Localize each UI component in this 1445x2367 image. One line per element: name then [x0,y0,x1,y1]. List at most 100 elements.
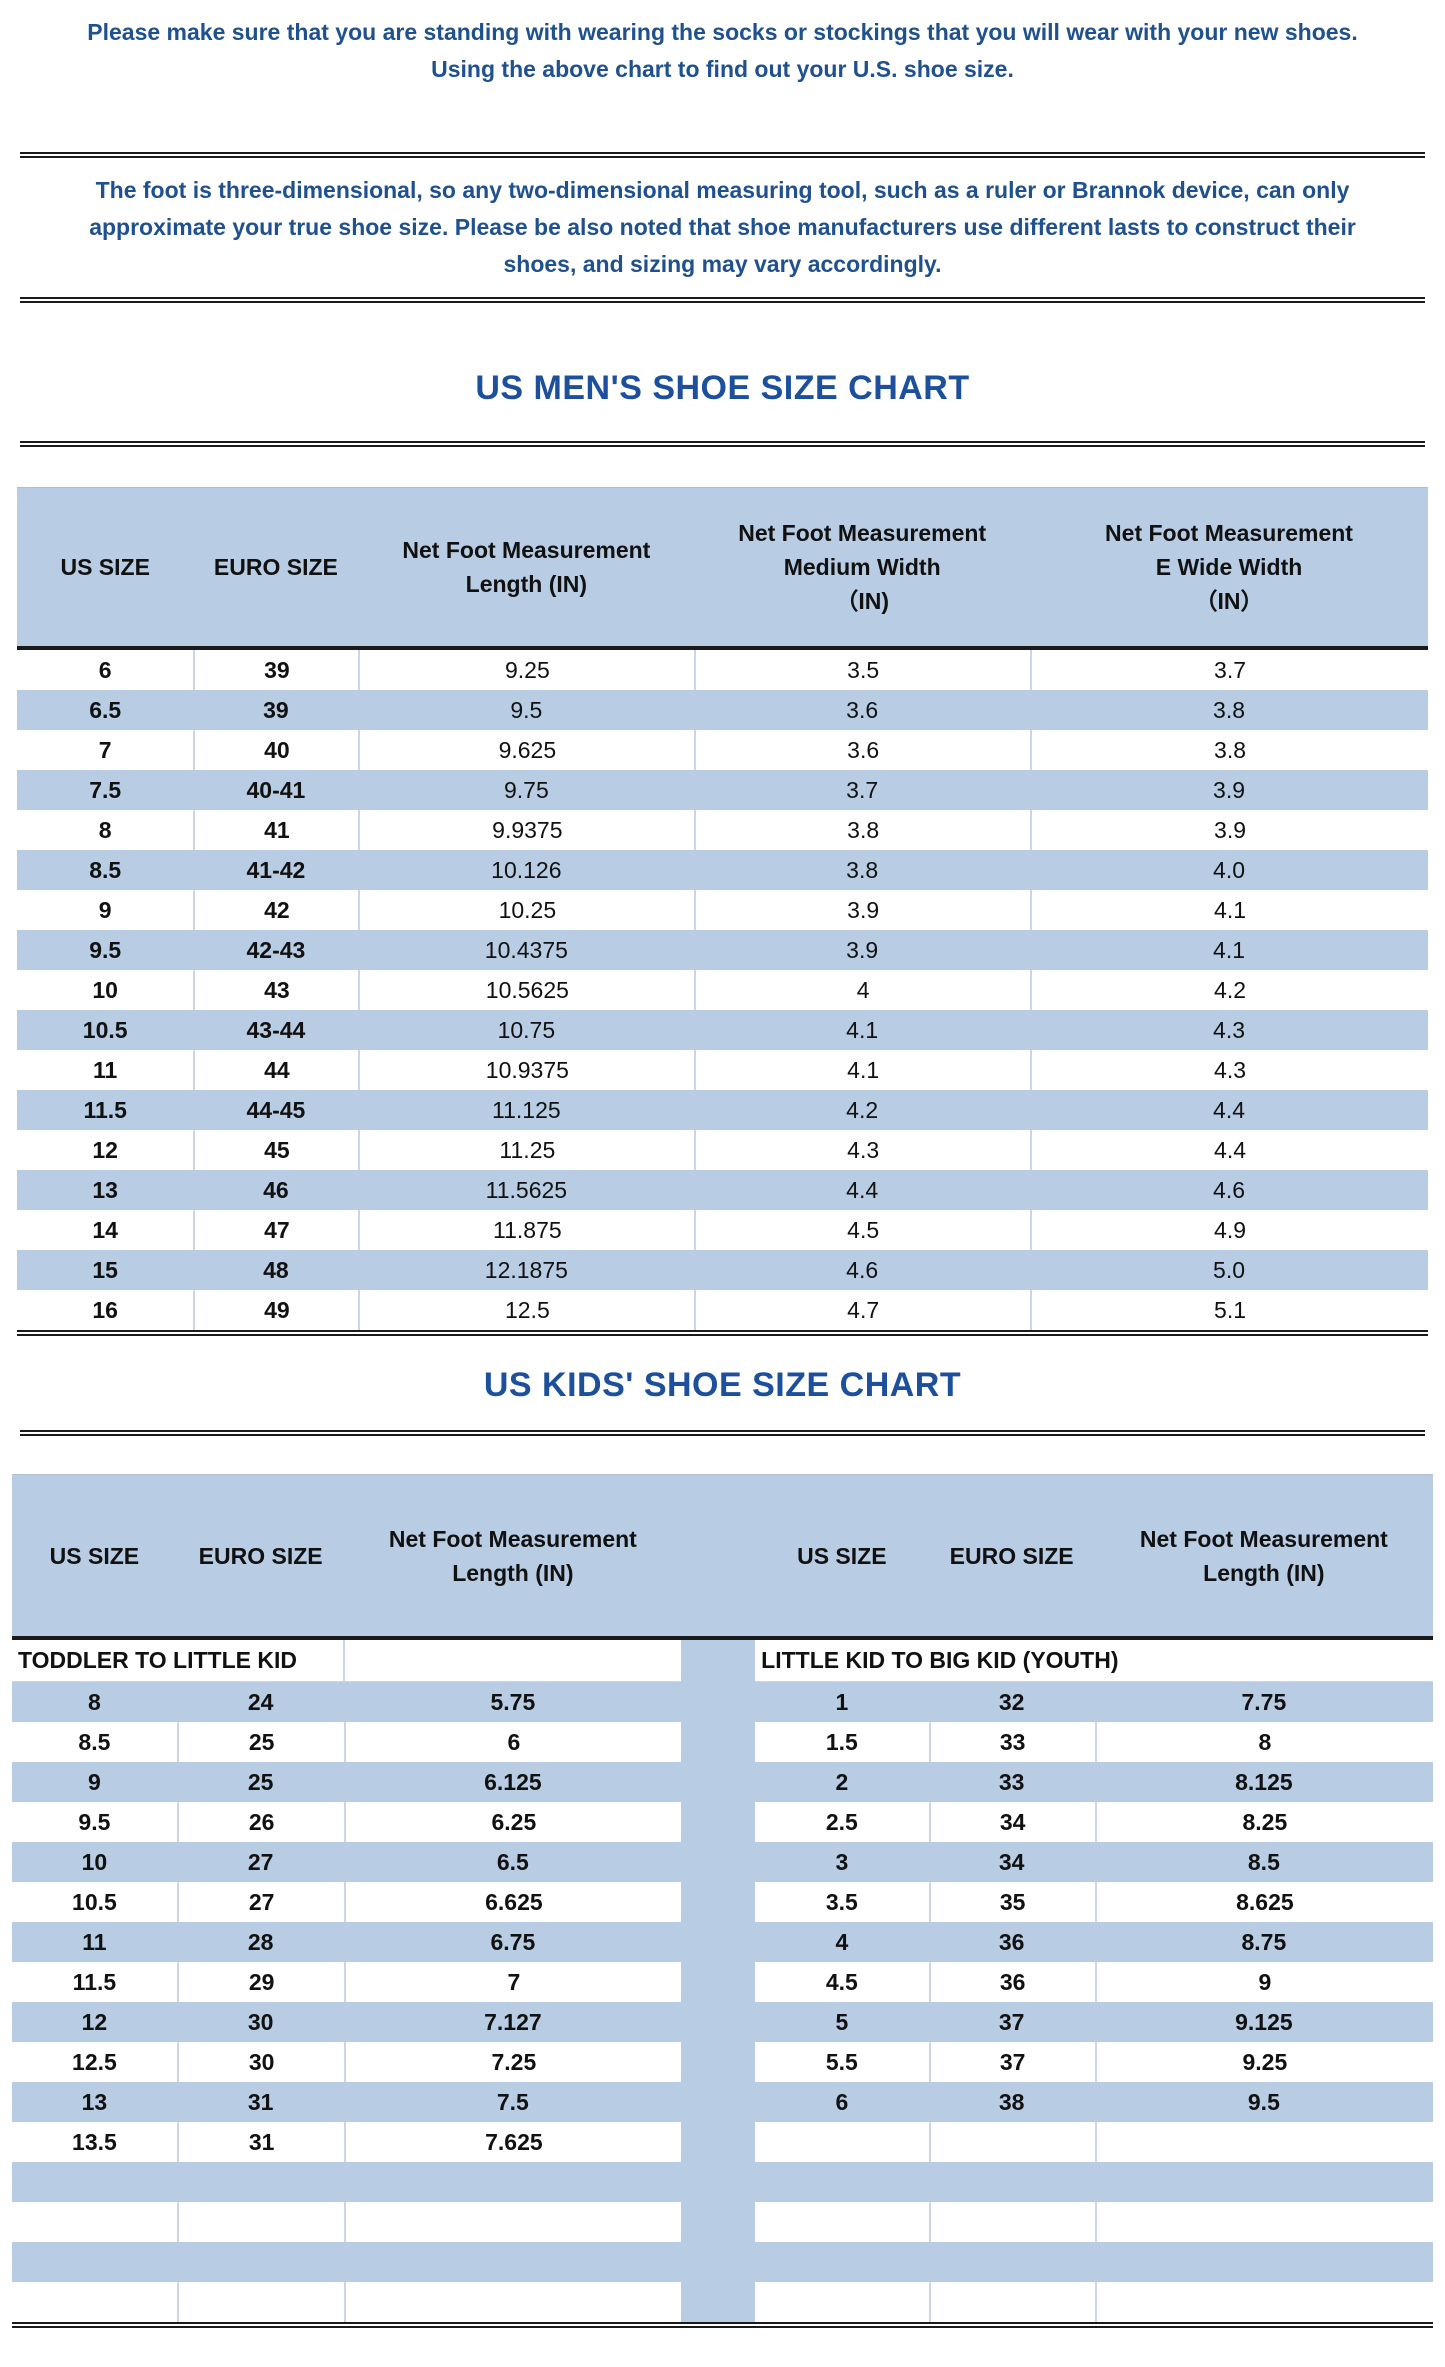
kids-table-separator-column [681,2282,756,2322]
mens-table-cell: 40 [193,730,358,770]
header-line: Net Foot Measurement [388,1525,637,1552]
mens-table-cell: 4.3 [1030,1050,1428,1090]
kids-table-cell: 4 [835,1928,849,1955]
kids-table-separator-column [681,2162,755,2202]
mens-table-cell: 4.2 [846,1096,879,1123]
kids-table-separator-column [681,1882,756,1922]
mens-table-cell: 10.25 [358,890,694,930]
kids-table-cell: 7.75 [1241,1688,1287,1715]
kids-table-separator-column [681,2042,756,2082]
mens-table-cell: 4.4 [1213,1096,1246,1123]
kids-table-cell: 8.625 [1094,1882,1433,1922]
header-line: Net Foot Measurement [738,520,987,546]
mens-size-table: US SIZE EURO SIZE Net Foot Measurement L… [17,487,1428,1336]
kids-right-row-group: 4 36 8.75 [755,1922,1433,1962]
mens-table-row: 6 39 9.25 3.5 3.7 [17,650,1428,690]
kids-right-header-length: Net Foot Measurement Length (IN) [1095,1522,1433,1590]
mens-table-cell: 16 [92,1296,118,1323]
mens-table-cell: 43-44 [246,1016,306,1043]
kids-table-separator-column [681,1962,756,2002]
intro-paragraph-socks: Please make sure that you are standing w… [0,14,1445,88]
kids-left-row-group: 11 28 6.75 [12,1922,681,1962]
kids-table-row [12,2242,1433,2282]
kids-left-header-us-size: US SIZE [12,1539,177,1573]
section-divider-rule [20,441,1425,447]
kids-right-row-group: 3.5 35 8.625 [755,1882,1433,1922]
kids-left-row-group [12,2282,681,2322]
mens-header-us-size: US SIZE [17,550,193,584]
mens-table-cell: 4.6 [1213,1176,1246,1203]
kids-table-cell: 5.75 [490,1688,536,1715]
intro-line: shoes, and sizing may vary accordingly. [503,251,942,277]
kids-left-row-group: 10.5 27 6.625 [12,1882,681,1922]
mens-table-cell: 3.8 [1213,696,1246,723]
header-line: Length (IN) [1203,1559,1325,1586]
mens-table-row: 12 45 11.25 4.3 4.4 [17,1130,1428,1170]
kids-table-separator-column [681,2082,755,2122]
kids-table-separator-column [681,1722,756,1762]
kids-table-row: 12.5 30 7.25 5.5 37 9.25 [12,2042,1433,2082]
mens-table-row: 16 49 12.5 4.7 5.1 [17,1290,1428,1330]
kids-table-cell [755,2202,928,2242]
intro-line: approximate your true shoe size. Please … [89,214,1356,240]
mens-table-cell: 10.5 [82,1016,128,1043]
kids-table-cell: 28 [247,1928,274,1955]
kids-table-row: 10.5 27 6.625 3.5 35 8.625 [12,1882,1433,1922]
kids-table-row: 13.5 31 7.625 [12,2122,1433,2162]
kids-table-cell: 38 [998,2088,1025,2115]
kids-table-cell [12,2242,177,2282]
kids-right-header-us-size: US SIZE [755,1539,928,1573]
mens-table-row: 11 44 10.9375 4.1 4.3 [17,1050,1428,1090]
kids-table-cell: 29 [176,1962,345,2002]
kids-table-cell: 36 [998,1928,1025,1955]
kids-table-cell [755,2162,928,2202]
mens-table-row: 8 41 9.9375 3.8 3.9 [17,810,1428,850]
kids-table-cell [928,2122,1095,2162]
kids-table-separator-column [681,1640,756,1682]
kids-table-row: 9 25 6.125 2 33 8.125 [12,1762,1433,1802]
kids-left-row-group: 10 27 6.5 [12,1842,681,1882]
kids-right-row-group: 5.5 37 9.25 [755,2042,1433,2082]
kids-table-row [12,2282,1433,2322]
mens-table-cell: 3.9 [694,890,1030,930]
kids-table-cell: 27 [176,1882,345,1922]
kids-table-row: 8.5 25 6 1.5 33 8 [12,1722,1433,1762]
kids-table-separator-column [681,1682,755,1722]
kids-table-cell: 8.25 [1094,1802,1433,1842]
kids-table-cell: 35 [928,1882,1095,1922]
mens-table-cell: 3.5 [694,650,1030,690]
kids-chart-title: US KIDS' SHOE SIZE CHART [483,1366,962,1404]
mens-table-header-row: US SIZE EURO SIZE Net Foot Measurement L… [17,487,1428,650]
mens-table-cell: 6 [98,656,112,683]
kids-table-cell: 33 [928,1722,1095,1762]
mens-table-row: 6.5 39 9.5 3.6 3.8 [17,690,1428,730]
kids-table-cell [12,2162,177,2202]
kids-table-cell [1094,2122,1433,2162]
kids-table-row [12,2202,1433,2242]
mens-table-row: 9 42 10.25 3.9 4.1 [17,890,1428,930]
mens-table-cell: 13 [92,1176,118,1203]
kids-table-row: 10 27 6.5 3 34 8.5 [12,1842,1433,1882]
kids-table-cell: 30 [247,2008,274,2035]
kids-table-cell: 31 [247,2088,274,2115]
kids-table-cell: 12 [81,2008,108,2035]
kids-table-separator-column [681,1762,755,1802]
kids-table-cell: 8.5 [1247,1848,1280,1875]
mens-table-cell: 3.8 [846,856,879,883]
header-line: Medium Width [783,554,941,580]
mens-table-cell: 4.0 [1213,856,1246,883]
kids-right-row-group [755,2122,1433,2162]
mens-table-row: 14 47 11.875 4.5 4.9 [17,1210,1428,1250]
kids-table-cell: 3.5 [825,1888,858,1915]
kids-table-cell [929,2162,1095,2202]
kids-table-cell: 6.75 [490,1928,536,1955]
kids-table-cell: 8.5 [78,1728,111,1755]
mens-table-cell: 4.6 [846,1256,879,1283]
mens-table-cell: 3.8 [694,810,1030,850]
intro-line: Using the above chart to find out your U… [431,56,1014,82]
mens-table-cell: 11.875 [358,1210,694,1250]
mens-table-cell: 12.5 [358,1290,694,1330]
mens-table-cell: 4.1 [846,1016,879,1043]
kids-table-cell: 7.625 [344,2122,681,2162]
mens-table-cell: 4.2 [1030,970,1428,1010]
